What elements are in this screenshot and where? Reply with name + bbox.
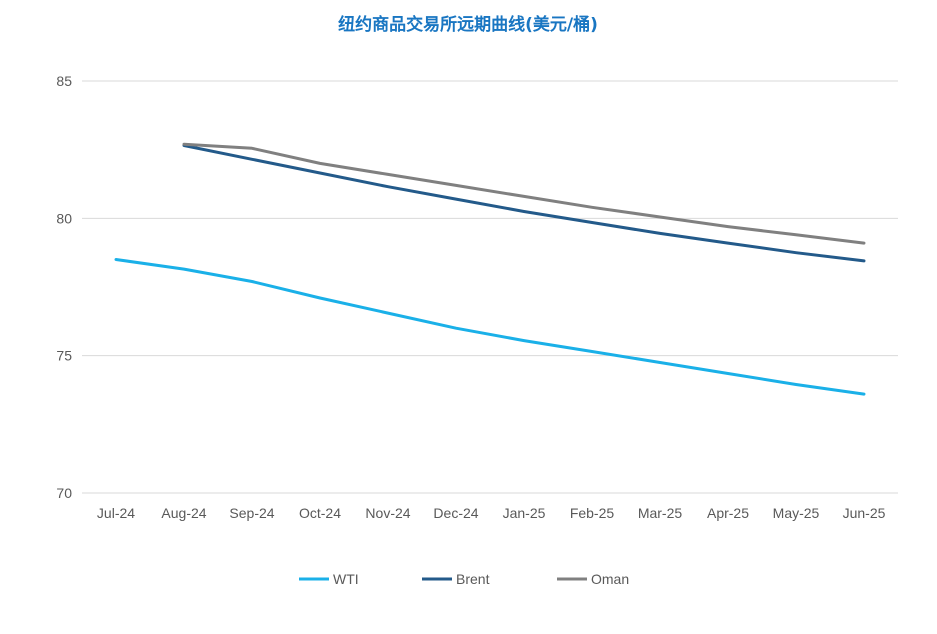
x-tick-label: Nov-24 [365,505,410,521]
x-tick-label: Mar-25 [638,505,683,521]
series-line-brent [182,144,866,263]
series-line-wti [114,258,866,396]
grid-lines [82,80,898,494]
series-line-oman [182,142,866,245]
x-tick-label: Feb-25 [570,505,615,521]
x-tick-label: Aug-24 [161,505,206,521]
y-tick-label: 75 [56,348,72,364]
x-tick-label: Apr-25 [707,505,749,521]
legend-label-brent: Brent [456,571,490,587]
y-tick-label: 85 [56,73,72,89]
legend: WTI Brent Oman [299,571,629,587]
x-tick-label: Jun-25 [843,505,886,521]
y-axis-ticks: 70 75 80 85 [56,73,72,501]
chart-title: 纽约商品交易所远期曲线(美元/桶) [338,14,598,35]
x-tick-label: Dec-24 [433,505,478,521]
x-tick-label: May-25 [773,505,820,521]
x-tick-label: Jan-25 [503,505,546,521]
series-lines [114,142,866,396]
y-tick-label: 80 [56,210,72,226]
x-tick-label: Sep-24 [229,505,274,521]
x-tick-label: Jul-24 [97,505,135,521]
legend-label-wti: WTI [333,571,359,587]
x-tick-label: Oct-24 [299,505,341,521]
x-axis-ticks: Jul-24 Aug-24 Sep-24 Oct-24 Nov-24 Dec-24 Jan-… [97,505,886,521]
y-tick-label: 70 [56,485,72,501]
legend-label-oman: Oman [591,571,629,587]
